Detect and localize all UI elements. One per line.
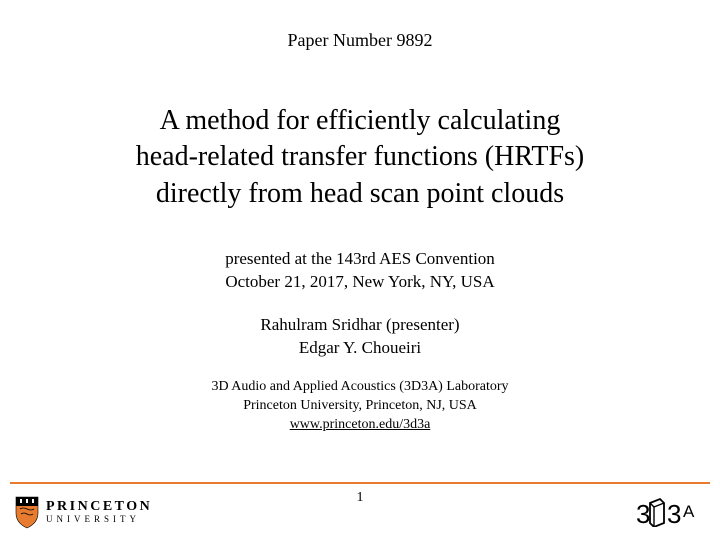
authors-block: Rahulram Sridhar (presenter) Edgar Y. Ch…: [260, 314, 459, 360]
lab-block: 3D Audio and Applied Acoustics (3D3A) La…: [211, 378, 508, 435]
lab-line-2: Princeton University, Princeton, NJ, USA: [211, 397, 508, 416]
3d3a-logo-icon: 3 3 A: [636, 497, 706, 527]
presented-line-1: presented at the 143rd AES Convention: [225, 248, 495, 271]
paper-number: Paper Number 9892: [288, 30, 433, 51]
3d3a-logo: 3 3 A: [636, 497, 706, 527]
presented-block: presented at the 143rd AES Convention Oc…: [225, 248, 495, 294]
author-1: Rahulram Sridhar (presenter): [260, 314, 459, 337]
svg-text:3: 3: [667, 499, 681, 527]
princeton-text-top: PRINCETON: [46, 500, 152, 514]
title-line-1: A method for efficiently calculating: [136, 103, 585, 139]
title-line-2: head-related transfer functions (HRTFs): [136, 139, 585, 175]
svg-text:A: A: [683, 502, 695, 521]
lab-line-1: 3D Audio and Applied Acoustics (3D3A) La…: [211, 378, 508, 397]
title-line-3: directly from head scan point clouds: [136, 176, 585, 212]
svg-text:3: 3: [636, 499, 650, 527]
lab-url[interactable]: www.princeton.edu/3d3a: [211, 416, 508, 435]
page-title: A method for efficiently calculating hea…: [96, 103, 625, 212]
author-2: Edgar Y. Choueiri: [260, 337, 459, 360]
footer: PRINCETON UNIVERSITY 3 3 A: [0, 482, 720, 540]
princeton-logo: PRINCETON UNIVERSITY: [14, 495, 152, 529]
presented-line-2: October 21, 2017, New York, NY, USA: [225, 271, 495, 294]
princeton-text-bottom: UNIVERSITY: [46, 515, 152, 524]
shield-icon: [14, 495, 40, 529]
